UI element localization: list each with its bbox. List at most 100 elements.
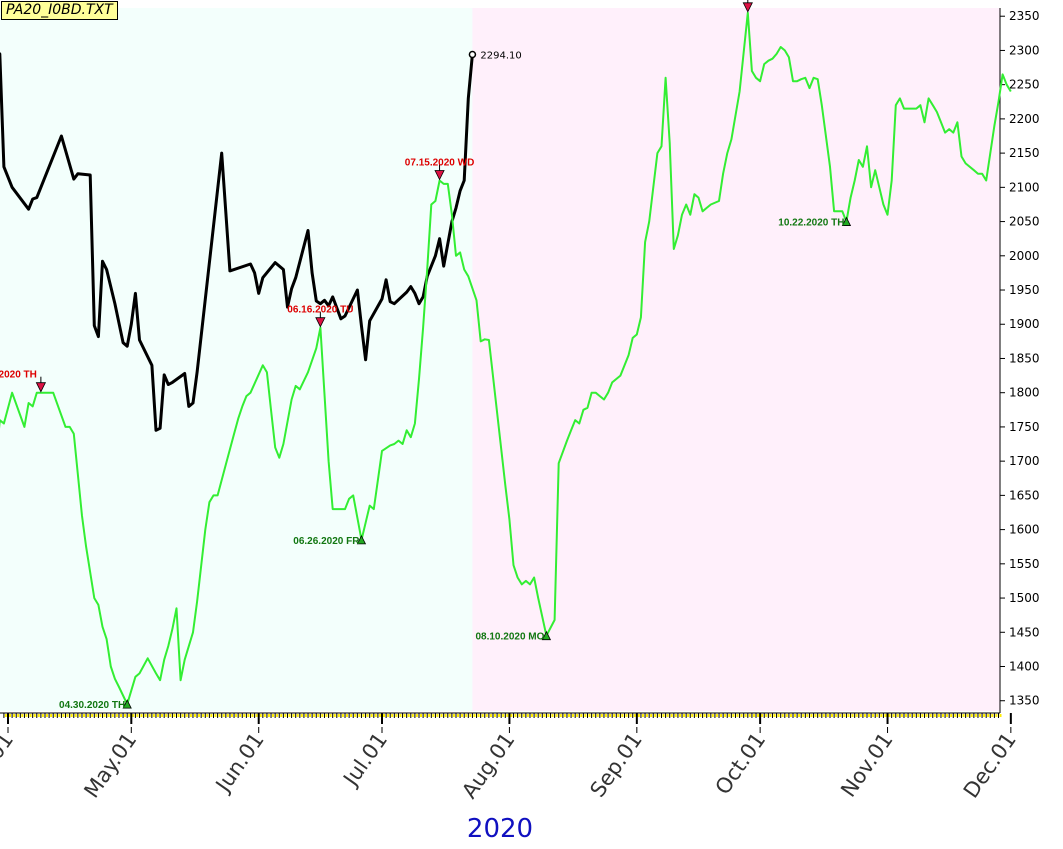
- x-day-tick-fill: [687, 714, 690, 717]
- x-day-tick-fill: [678, 714, 681, 717]
- x-day-tick-fill: [292, 714, 295, 717]
- x-tick-label: Aug.01: [457, 728, 519, 803]
- x-day-tick-fill: [177, 714, 180, 717]
- y-tick-label: 2050: [1009, 215, 1040, 229]
- x-day-tick-fill: [572, 714, 575, 717]
- x-day-tick-fill: [674, 714, 677, 717]
- x-day-tick-fill: [670, 714, 673, 717]
- x-day-tick-fill: [777, 714, 780, 717]
- x-day-tick-fill: [810, 714, 813, 717]
- y-tick-label: 1850: [1009, 351, 1040, 365]
- x-day-tick-fill: [625, 714, 628, 717]
- x-day-tick-fill: [341, 714, 344, 717]
- x-day-tick-fill: [119, 714, 122, 717]
- year-label: 2020: [466, 814, 534, 844]
- x-day-tick-fill: [296, 714, 299, 717]
- x-day-tick-fill: [477, 714, 480, 717]
- y-tick-label: 1750: [1009, 420, 1040, 434]
- x-day-tick-fill: [218, 714, 221, 717]
- y-tick-label: 1450: [1009, 625, 1040, 639]
- x-day-tick-fill: [91, 714, 94, 717]
- x-day-tick-fill: [646, 714, 649, 717]
- x-day-tick-fill: [814, 714, 817, 717]
- y-tick-label: 1600: [1009, 523, 1040, 537]
- x-day-tick-fill: [251, 714, 254, 717]
- x-day-tick-fill: [304, 714, 307, 717]
- x-day-tick-fill: [884, 714, 887, 717]
- x-day-tick-fill: [152, 714, 155, 717]
- x-day-tick-fill: [21, 714, 24, 717]
- y-tick-label: 2000: [1009, 249, 1040, 263]
- x-day-tick-fill: [493, 714, 496, 717]
- x-day-tick-fill: [748, 714, 751, 717]
- x-day-tick-fill: [559, 714, 562, 717]
- x-day-tick-fill: [518, 714, 521, 717]
- y-tick-label: 1400: [1009, 660, 1040, 674]
- x-day-tick-fill: [835, 714, 838, 717]
- x-day-tick-fill: [876, 714, 879, 717]
- x-day-tick-fill: [395, 714, 398, 717]
- x-day-tick-fill: [267, 714, 270, 717]
- x-day-tick-fill: [198, 714, 201, 717]
- x-day-tick-fill: [691, 714, 694, 717]
- x-day-tick-fill: [370, 714, 373, 717]
- x-day-tick-fill: [650, 714, 653, 717]
- x-day-tick-fill: [658, 714, 661, 717]
- x-day-tick-fill: [855, 714, 858, 717]
- x-day-tick-fill: [613, 714, 616, 717]
- low-annotation-label: 08.10.2020 MO: [475, 632, 544, 643]
- x-day-tick-fill: [794, 714, 797, 717]
- x-day-tick-fill: [637, 714, 640, 717]
- x-day-tick-fill: [539, 714, 542, 717]
- x-day-tick-fill: [654, 714, 657, 717]
- x-day-tick-fill: [354, 714, 357, 717]
- x-day-tick-fill: [958, 714, 961, 717]
- x-day-tick-fill: [95, 714, 98, 717]
- x-day-tick-fill: [424, 714, 427, 717]
- background-region-left: [0, 8, 473, 711]
- x-day-tick-fill: [214, 714, 217, 717]
- x-tick-label: Sep.01: [585, 728, 647, 802]
- x-day-tick-fill: [530, 714, 533, 717]
- x-day-tick-fill: [66, 714, 69, 717]
- y-tick-label: 2350: [1009, 9, 1040, 23]
- x-day-tick-fill: [387, 714, 390, 717]
- x-day-tick-fill: [144, 714, 147, 717]
- x-day-tick-fill: [489, 714, 492, 717]
- x-day-tick-fill: [148, 714, 151, 717]
- x-day-tick-fill: [444, 714, 447, 717]
- x-day-tick-fill: [226, 714, 229, 717]
- x-day-tick-fill: [872, 714, 875, 717]
- x-day-tick-fill: [576, 714, 579, 717]
- x-day-tick-fill: [584, 714, 587, 717]
- x-day-tick-fill: [37, 714, 40, 717]
- y-tick-label: 1700: [1009, 454, 1040, 468]
- x-day-tick-fill: [880, 714, 883, 717]
- x-day-tick-fill: [888, 714, 891, 717]
- y-tick-label: 1500: [1009, 591, 1040, 605]
- x-day-tick-fill: [851, 714, 854, 717]
- x-day-tick-fill: [761, 714, 764, 717]
- x-day-tick-fill: [132, 714, 135, 717]
- x-day-tick-fill: [954, 714, 957, 717]
- y-tick-label: 2100: [1009, 180, 1040, 194]
- x-tick-label: Jul.01: [338, 728, 392, 792]
- x-day-tick-fill: [411, 714, 414, 717]
- x-day-tick-fill: [448, 714, 451, 717]
- x-day-tick-fill: [173, 714, 176, 717]
- x-day-tick-fill: [432, 714, 435, 717]
- x-day-tick-fill: [407, 714, 410, 717]
- x-day-tick-fill: [415, 714, 418, 717]
- y-tick-label: 2200: [1009, 112, 1040, 126]
- x-day-tick-fill: [510, 714, 513, 717]
- x-day-tick-fill: [469, 714, 472, 717]
- x-day-tick-fill: [843, 714, 846, 717]
- x-day-tick-fill: [970, 714, 973, 717]
- x-day-tick-fill: [193, 714, 196, 717]
- x-day-tick-fill: [62, 714, 65, 717]
- x-day-tick-fill: [161, 714, 164, 717]
- x-day-tick-fill: [358, 714, 361, 717]
- high-annotation-label: 06.16.2020 TU: [287, 305, 353, 316]
- series-line-secondary: [0, 11, 1012, 706]
- x-day-tick-fill: [962, 714, 965, 717]
